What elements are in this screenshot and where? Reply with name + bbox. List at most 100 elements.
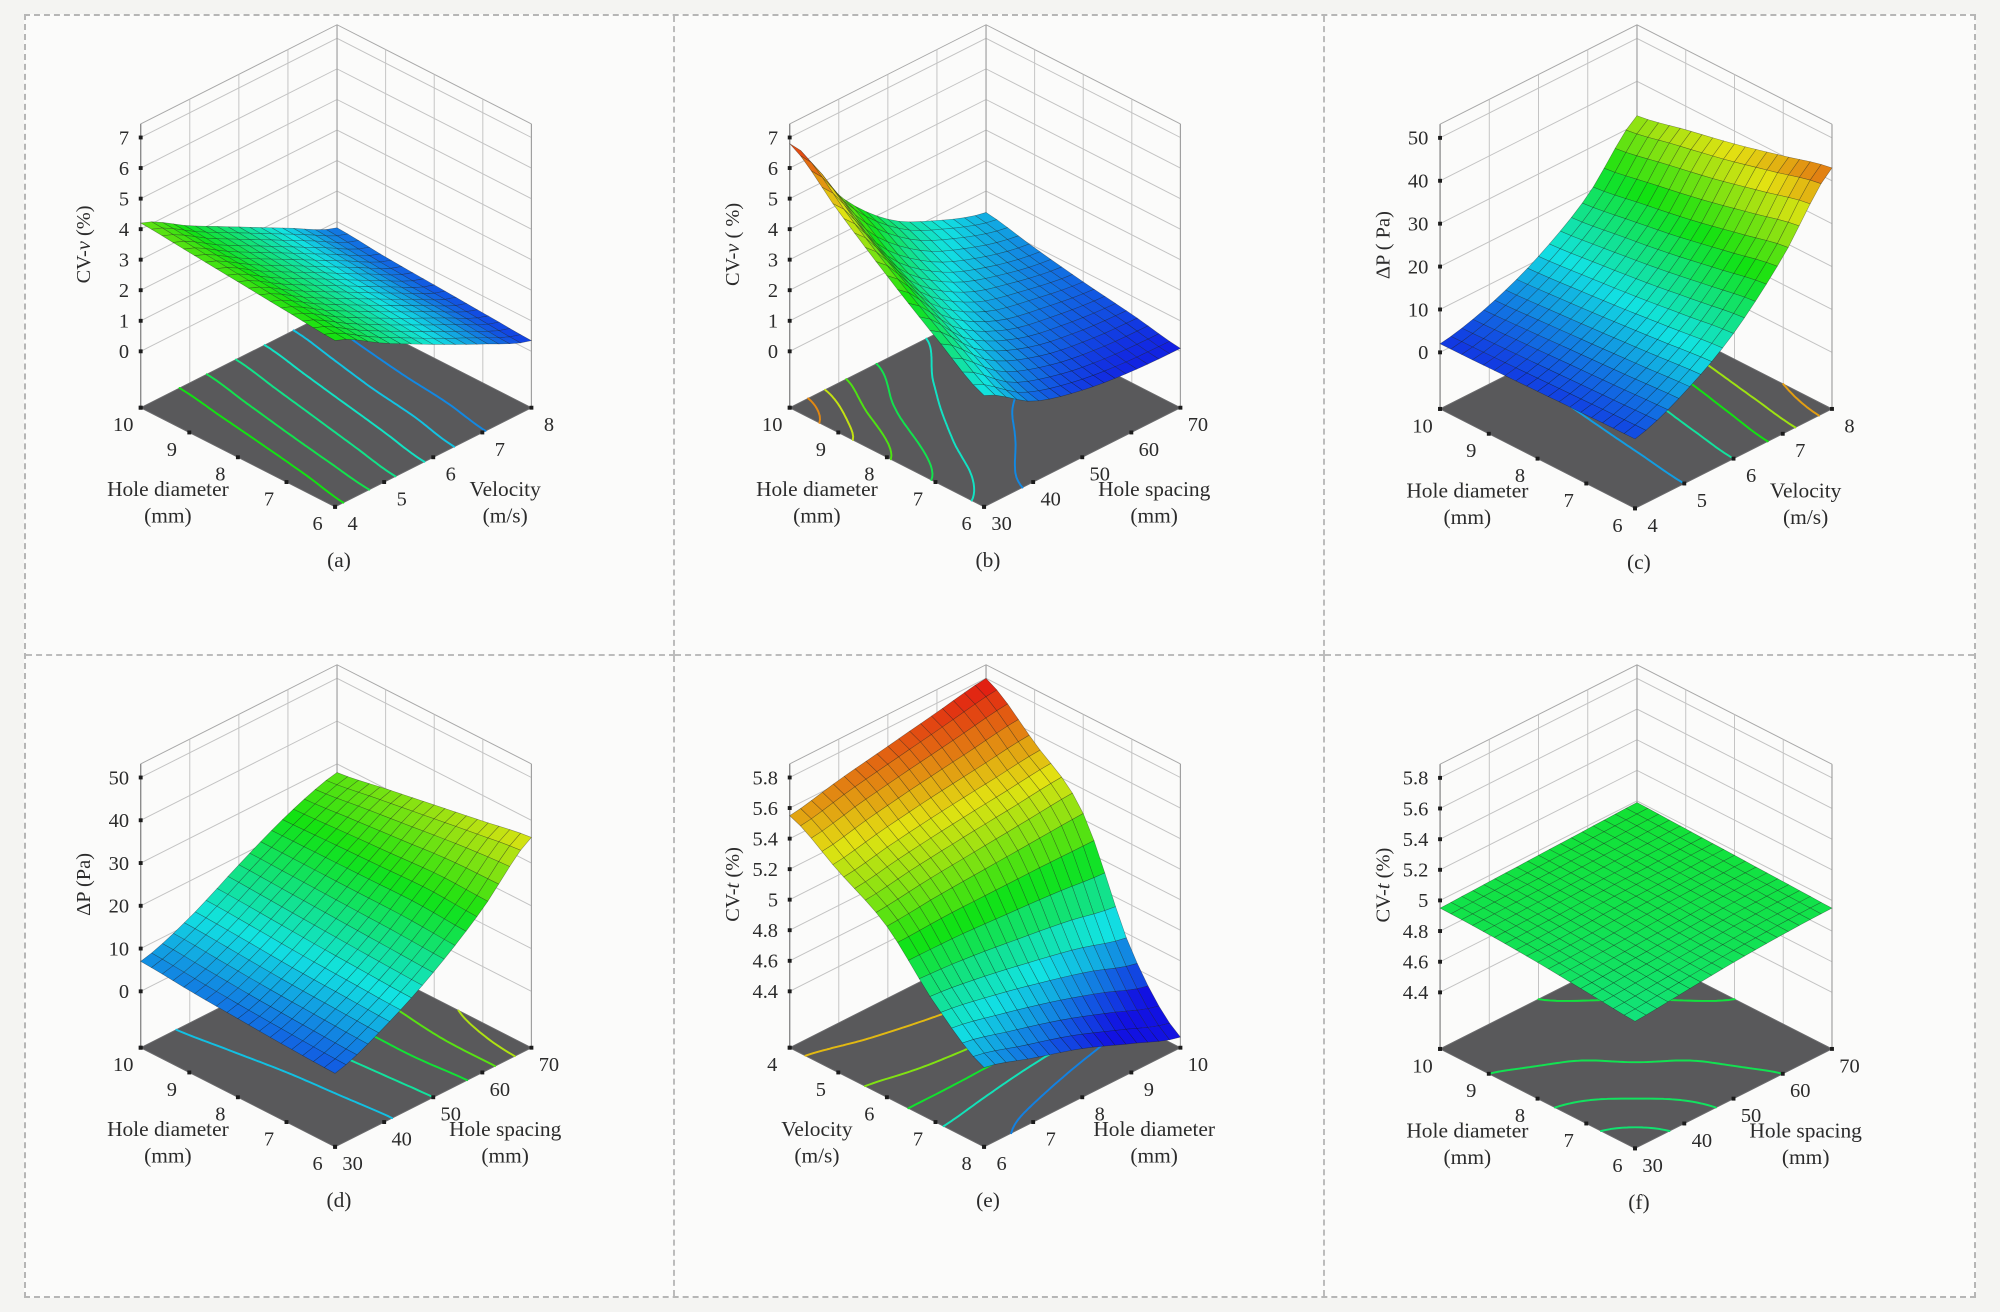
- right-axis-tick-label: 60: [1139, 439, 1159, 461]
- mesh-quad: [270, 246, 294, 254]
- left-axis-title: Hole diameter (mm): [1406, 1119, 1528, 1169]
- mesh-quad: [983, 366, 1008, 383]
- mesh-quad: [1006, 988, 1029, 1011]
- surface-plot-d: 0 10 20 30 40 50 ΔP (Pa) 6 7 8 9 10 30 40 50 60 70 Hole d…: [73, 664, 562, 1212]
- mesh-quad: [226, 245, 251, 253]
- mesh-quad: [389, 337, 412, 345]
- mesh-quad: [421, 337, 446, 345]
- left-axis-tick-mark: [1535, 456, 1540, 461]
- left-axis-tick-label: 10: [762, 414, 782, 436]
- mesh-quad: [1493, 319, 1517, 336]
- mesh-quad: [832, 203, 856, 224]
- mesh-quad: [216, 964, 239, 982]
- mesh-quad: [909, 783, 932, 806]
- right-axis-tick-label: 5: [1696, 490, 1706, 512]
- mesh-quad: [151, 221, 174, 229]
- z-axis: 4.4 4.6 4.8 5 5.2 5.4 5.6 5.8 CV-t (%): [1372, 764, 1442, 1051]
- z-tick-label: 3: [119, 249, 129, 271]
- right-axis-tick-label: 5: [397, 488, 407, 510]
- mesh-quad: [1017, 934, 1040, 964]
- mesh-quad: [1690, 152, 1713, 176]
- mesh-quad: [367, 298, 392, 306]
- mesh-quad: [1634, 938, 1658, 952]
- z-tick-mark: [1437, 898, 1442, 903]
- right-axis-tick-mark: [1829, 1046, 1834, 1051]
- mesh-quad: [357, 897, 380, 918]
- mesh-quad: [269, 271, 294, 279]
- right-axis-tick-mark: [480, 430, 485, 435]
- mesh-quad: [301, 319, 326, 329]
- mesh-quad: [334, 1014, 358, 1033]
- mesh-quad: [508, 334, 533, 344]
- mesh-quad: [1493, 348, 1517, 364]
- wall-top-rim: [140, 24, 532, 125]
- z-tick-mark: [788, 166, 792, 170]
- z-tick-mark: [1437, 135, 1442, 140]
- mesh-quad: [875, 261, 899, 280]
- mesh-quad: [1645, 404, 1669, 421]
- left-axis-tick-label: 6: [312, 513, 322, 535]
- contour-line: [175, 1028, 394, 1120]
- z-tick-mark: [788, 196, 792, 201]
- mesh-quad: [1038, 1022, 1062, 1041]
- mesh-quad: [367, 336, 390, 344]
- mesh-quad: [1072, 281, 1095, 295]
- left-axis-tick-label: 7: [264, 488, 274, 510]
- mesh-quad: [1016, 391, 1040, 402]
- mesh-quad: [909, 229, 933, 241]
- z-tick-mark: [1437, 264, 1442, 269]
- mesh-quad: [1689, 356, 1712, 375]
- wall-gridline-z: [789, 37, 1181, 138]
- mesh-quad: [931, 219, 955, 230]
- mesh-quad: [1613, 831, 1637, 844]
- mesh-quad: [811, 830, 834, 852]
- left-axis-tick-label: 8: [962, 1153, 972, 1175]
- mesh-quad: [1603, 813, 1627, 827]
- mesh-quad: [302, 253, 327, 261]
- mesh-quad: [822, 187, 845, 210]
- mesh-quad: [1060, 1017, 1084, 1037]
- mesh-quad: [401, 826, 424, 845]
- panel-caption: (d): [327, 1188, 352, 1212]
- mesh-quad: [1482, 329, 1506, 345]
- mesh-quad: [292, 290, 315, 299]
- mesh-quad: [1049, 361, 1073, 375]
- mesh-quad: [984, 889, 1008, 920]
- surface-mesh: [139, 221, 533, 345]
- contour-line: [1599, 1126, 1671, 1132]
- left-axis-tick-label: 6: [1612, 1155, 1622, 1177]
- mesh-quad: [908, 864, 932, 886]
- mesh-quad: [1482, 925, 1506, 938]
- mesh-quad: [1504, 913, 1528, 927]
- mesh-quad: [1114, 361, 1138, 375]
- contour-line: [263, 344, 426, 463]
- mesh-quad: [1060, 358, 1084, 372]
- left-axis-tick-label: 6: [962, 513, 972, 535]
- mesh-quad: [1537, 860, 1561, 874]
- mesh-quad: [1623, 362, 1647, 380]
- right-axis-tick-mark: [1731, 1096, 1736, 1101]
- mesh-quad: [1624, 849, 1648, 862]
- mesh-quad: [1733, 255, 1756, 277]
- mesh-quad: [1071, 378, 1095, 391]
- mesh-quad: [854, 841, 878, 863]
- mesh-quad: [974, 762, 998, 785]
- z-tick-label: 20: [109, 896, 129, 918]
- right-axis-tick-mark: [1080, 1095, 1085, 1100]
- mesh-quad: [215, 997, 239, 1013]
- mesh-quad: [1050, 825, 1073, 858]
- mesh-quad: [1635, 225, 1659, 247]
- mesh-quad: [215, 238, 240, 246]
- mesh-quad: [368, 273, 391, 282]
- z-axis-title: CV-v ( %): [722, 203, 744, 286]
- mesh-quad: [390, 280, 413, 288]
- mesh-quad: [1114, 1028, 1138, 1045]
- mesh-quad: [1602, 270, 1626, 289]
- mesh-quad: [247, 286, 272, 296]
- mesh-quad: [227, 251, 250, 259]
- mesh-quad: [909, 273, 932, 290]
- mesh-quad: [1504, 367, 1527, 382]
- left-axis-tick-label: 8: [1515, 1105, 1525, 1127]
- mesh-quad: [1029, 749, 1052, 771]
